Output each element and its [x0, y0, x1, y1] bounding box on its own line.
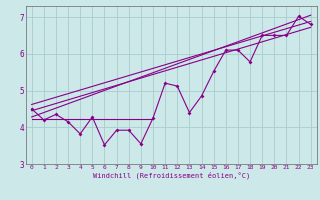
X-axis label: Windchill (Refroidissement éolien,°C): Windchill (Refroidissement éolien,°C): [92, 172, 250, 179]
